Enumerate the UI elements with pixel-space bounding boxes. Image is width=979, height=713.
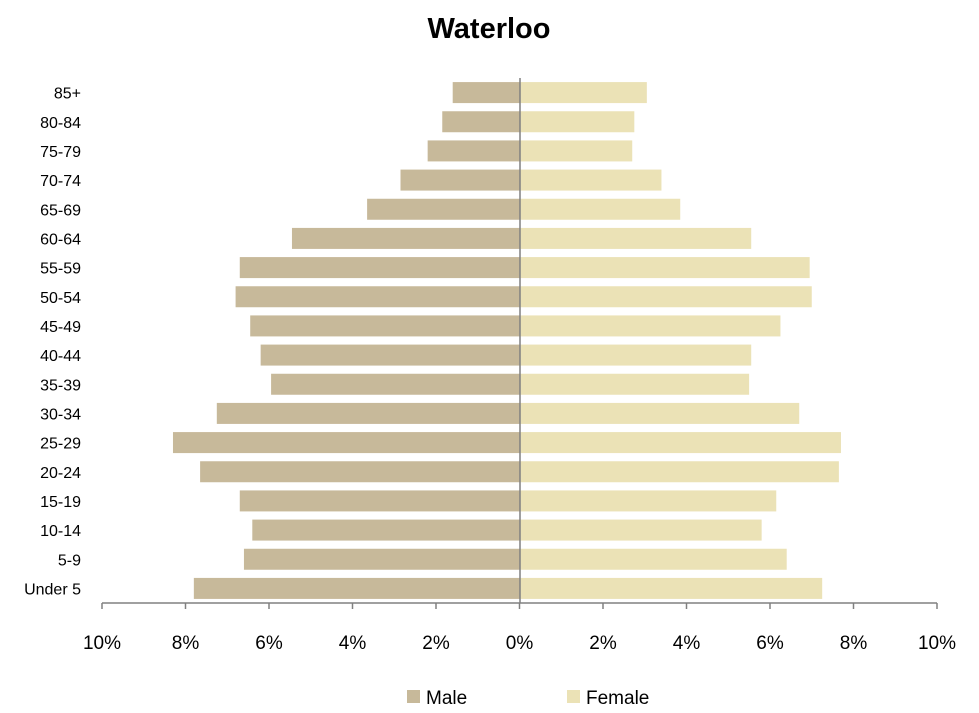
- bar-female-75-79: [519, 140, 633, 162]
- bar-male-35-39: [271, 373, 520, 395]
- bar-male-40-44: [260, 344, 520, 366]
- x-tick-label: 10%: [918, 633, 956, 654]
- bar-female-10-14: [519, 519, 762, 541]
- bar-male-5-9: [243, 548, 520, 570]
- bar-male-20-24: [200, 461, 520, 483]
- age-group-label: Under 5: [24, 581, 81, 598]
- bar-male-55-59: [239, 257, 520, 279]
- bar-male-25-29: [172, 432, 520, 454]
- x-tick-label: 8%: [172, 633, 200, 654]
- bar-male-45-49: [250, 315, 520, 337]
- x-tick-label: 10%: [83, 633, 121, 654]
- bar-female-80-84: [519, 111, 635, 133]
- bar-male-30-34: [216, 402, 520, 424]
- bar-male-15-19: [239, 490, 520, 512]
- chart-title: Waterloo: [428, 13, 551, 45]
- bar-male-70-74: [400, 169, 520, 191]
- legend: Male Female: [407, 688, 649, 709]
- bar-male-60-64: [291, 227, 520, 249]
- bar-female-under-5: [519, 577, 823, 599]
- legend-swatch-male: [407, 690, 420, 703]
- x-axis: 10% 8% 6% 4% 2% 0% 2% 4% 6% 8% 10%: [83, 602, 956, 654]
- age-group-label: 75-79: [40, 144, 81, 161]
- legend-label-female: Female: [586, 688, 649, 709]
- bar-male-65-69: [367, 198, 520, 220]
- age-group-label: 70-74: [40, 173, 81, 190]
- x-tick-label: 8%: [840, 633, 868, 654]
- bar-female-5-9: [519, 548, 787, 570]
- legend-swatch-female: [567, 690, 580, 703]
- age-group-label: 35-39: [40, 377, 81, 394]
- bar-female-85-: [519, 82, 647, 104]
- x-tick-label: 4%: [339, 633, 367, 654]
- x-tick-label: 6%: [756, 633, 784, 654]
- bar-female-30-34: [519, 402, 800, 424]
- bar-female-15-19: [519, 490, 777, 512]
- x-tick-label: 6%: [255, 633, 283, 654]
- bar-female-40-44: [519, 344, 752, 366]
- female-bars: [519, 82, 841, 599]
- age-group-label: 40-44: [40, 348, 81, 365]
- age-group-label: 5-9: [58, 552, 81, 569]
- bar-female-45-49: [519, 315, 781, 337]
- x-tick-label: 4%: [673, 633, 701, 654]
- age-group-labels: 85+ 80-84 75-79 70-74 65-69 60-64 55-59 50-54 45…: [24, 86, 81, 599]
- age-group-label: 60-64: [40, 231, 81, 248]
- bar-male-80-84: [442, 111, 520, 133]
- bar-male-under-5: [193, 577, 520, 599]
- age-group-label: 85+: [54, 86, 81, 103]
- bar-female-50-54: [519, 286, 812, 308]
- age-group-label: 15-19: [40, 494, 81, 511]
- bar-male-10-14: [252, 519, 520, 541]
- age-group-label: 10-14: [40, 523, 81, 540]
- x-tick-label: 0%: [506, 633, 534, 654]
- x-tick-label: 2%: [589, 633, 617, 654]
- age-group-label: 30-34: [40, 406, 81, 423]
- age-group-label: 20-24: [40, 465, 81, 482]
- age-group-label: 65-69: [40, 202, 81, 219]
- age-group-label: 50-54: [40, 290, 81, 307]
- bar-male-85-: [452, 82, 520, 104]
- male-bars: [172, 82, 520, 599]
- bar-female-20-24: [519, 461, 839, 483]
- bar-female-35-39: [519, 373, 750, 395]
- bar-male-75-79: [427, 140, 520, 162]
- bar-female-25-29: [519, 432, 841, 454]
- x-tick-label: 2%: [422, 633, 450, 654]
- bar-female-60-64: [519, 227, 752, 249]
- bar-female-55-59: [519, 257, 810, 279]
- age-group-label: 25-29: [40, 436, 81, 453]
- bar-male-50-54: [235, 286, 520, 308]
- age-group-label: 55-59: [40, 261, 81, 278]
- age-group-label: 45-49: [40, 319, 81, 336]
- bar-female-70-74: [519, 169, 662, 191]
- age-group-label: 80-84: [40, 115, 81, 132]
- bar-female-65-69: [519, 198, 681, 220]
- legend-label-male: Male: [426, 688, 467, 709]
